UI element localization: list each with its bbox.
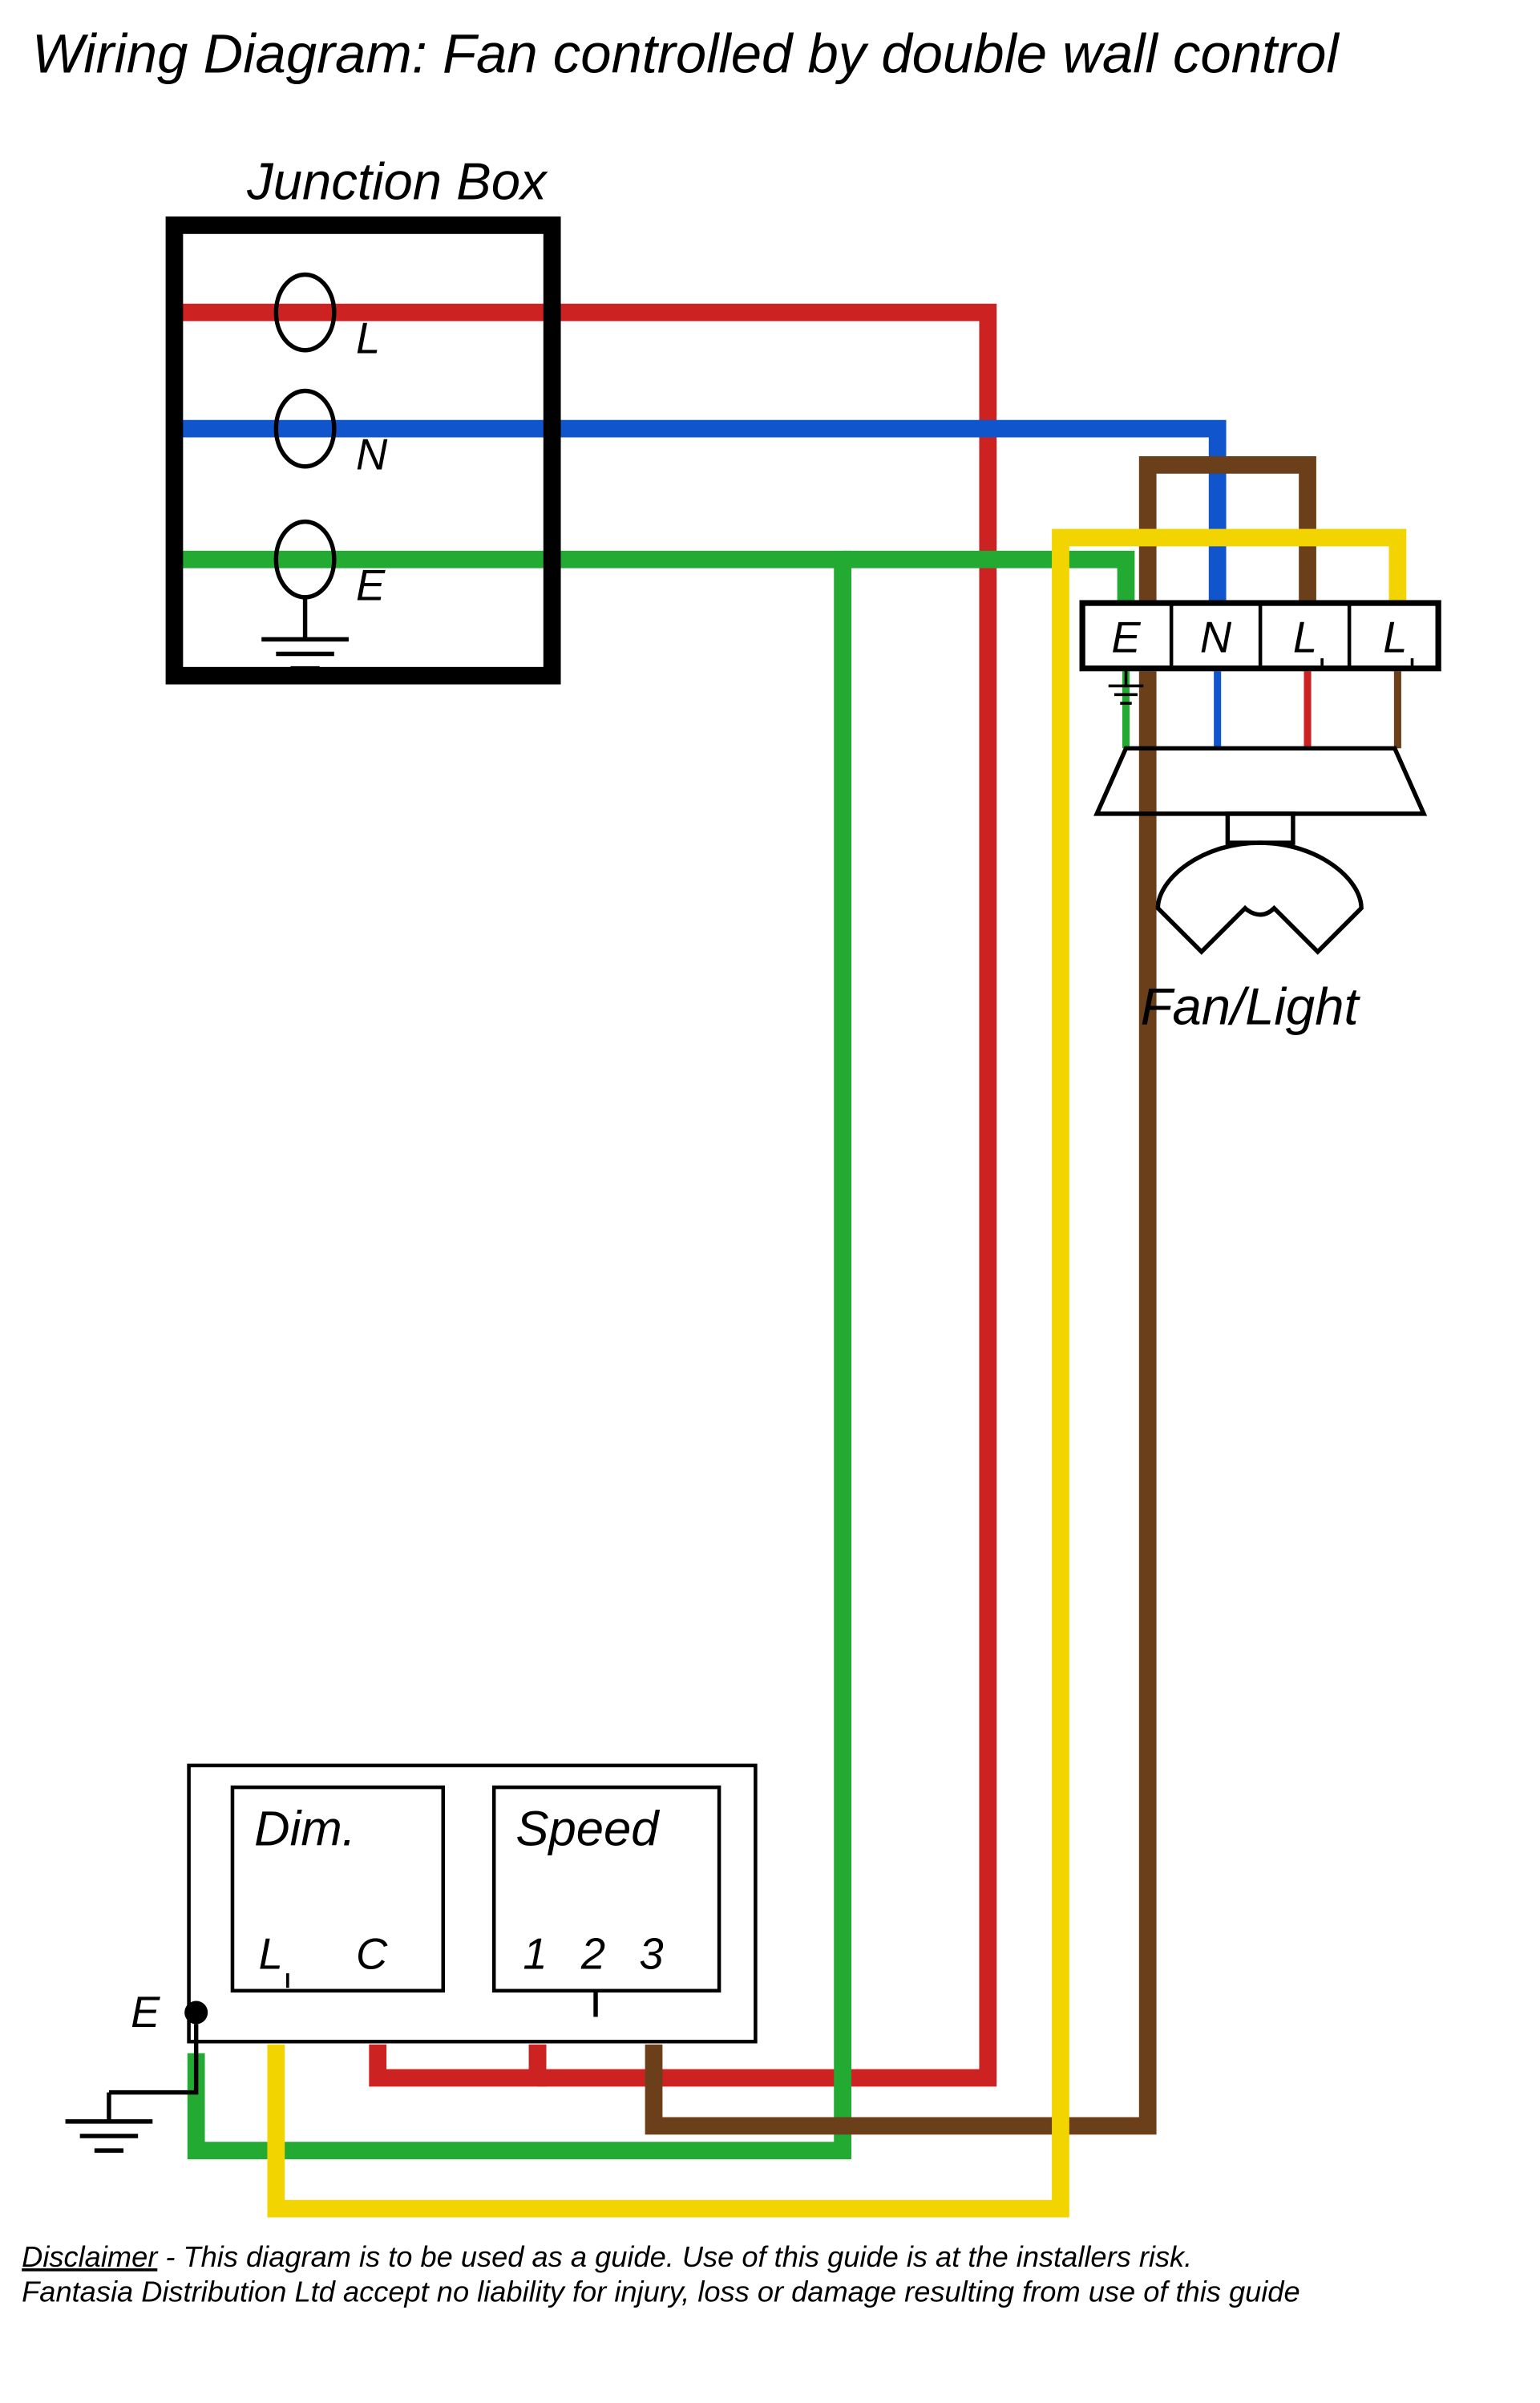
dim-label: Dim.	[254, 1802, 356, 1857]
speed-3: 3	[639, 1930, 663, 1979]
disclaimer-line1: Disclaimer - This diagram is to be used …	[22, 2240, 1192, 2273]
control-earth-label: E	[131, 1988, 160, 2037]
junction-E: E	[356, 560, 386, 609]
fan-label: Fan/Light	[1141, 977, 1361, 1036]
junction-N: N	[356, 430, 388, 479]
dim-L: L	[259, 1930, 283, 1979]
fan-term-E: E	[1111, 613, 1141, 662]
fan-body-icon	[1158, 843, 1361, 952]
junction-label: Junction Box	[246, 152, 548, 210]
disclaimer-line2: Fantasia Distribution Ltd accept no liab…	[22, 2276, 1300, 2308]
speed-1: 1	[523, 1930, 547, 1979]
fan-term-N: N	[1200, 613, 1232, 662]
fan-term-L1: L	[1293, 613, 1317, 662]
fan-downrod	[1227, 814, 1293, 843]
speed-2: 2	[580, 1930, 605, 1979]
control-earth-bolt	[184, 2000, 208, 2024]
speed-label: Speed	[515, 1802, 660, 1857]
page-title: Wiring Diagram: Fan controlled by double…	[32, 23, 1340, 85]
junction-L: L	[356, 314, 380, 362]
dim-C: C	[356, 1930, 388, 1979]
fan-term-L2: L	[1383, 613, 1407, 662]
